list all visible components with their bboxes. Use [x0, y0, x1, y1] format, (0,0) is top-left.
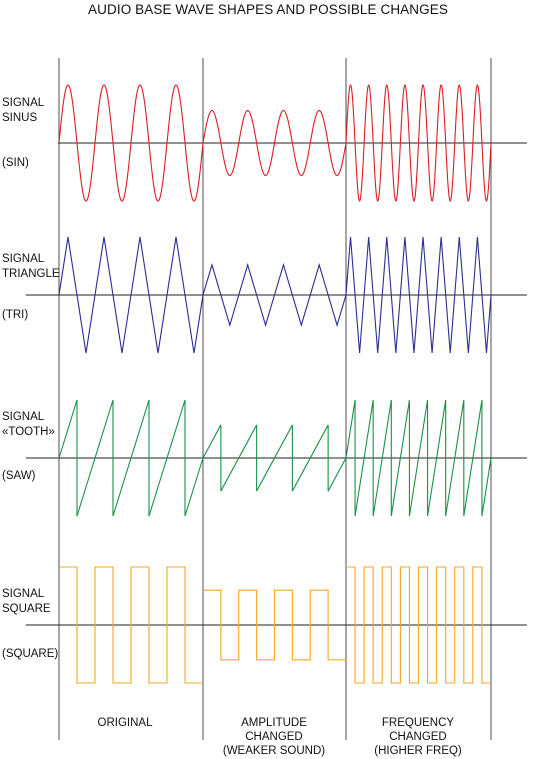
row-code-square: (SQUARE) [2, 648, 59, 660]
square-wave-frequency [346, 566, 491, 684]
tri-wave-frequency [345, 236, 492, 354]
column-label-original: ORIGINAL [50, 716, 200, 730]
column-label-line: CHANGED [389, 731, 447, 743]
row-code-saw: (SAW) [2, 470, 36, 482]
row-label-sin: SIGNAL SINUS [2, 96, 44, 126]
column-label-line: (WEAKER SOUND) [222, 745, 326, 757]
column-label-line: (HIGHER FREQ) [374, 745, 462, 757]
column-label-line: AMPLITUDE [241, 717, 307, 729]
tri-wave-original [58, 236, 204, 354]
row-name-line: SIGNAL [2, 588, 45, 600]
row-name-line: «TOOTH» [2, 426, 55, 438]
column-label-line: CHANGED [245, 731, 303, 743]
row-label-saw: SIGNAL «TOOTH» [2, 410, 55, 440]
diagram-title: AUDIO BASE WAVE SHAPES AND POSSIBLE CHAN… [88, 2, 448, 17]
column-label-line: ORIGINAL [97, 717, 153, 729]
column-label-amplitude: AMPLITUDE CHANGED (WEAKER SOUND) [199, 716, 349, 758]
square-wave-original [59, 566, 203, 684]
row-label-tri: SIGNAL TRIANGLE [2, 252, 60, 282]
row-name-line: SIGNAL [2, 253, 45, 265]
row-name-line: SIGNAL [2, 411, 45, 423]
saw-wave-original [58, 399, 204, 517]
saw-wave-frequency [345, 399, 492, 517]
row-label-square: SIGNAL SQUARE [2, 587, 51, 617]
row-name-line: SQUARE [2, 603, 51, 615]
row-name-line: SINUS [2, 112, 38, 124]
row-code-sin: (SIN) [2, 157, 29, 169]
column-label-line: FREQUENCY [381, 717, 455, 729]
row-name-line: TRIANGLE [2, 268, 60, 280]
sin-wave-original [58, 84, 204, 202]
saw-wave-amplitude [202, 424, 347, 492]
column-label-frequency: FREQUENCY CHANGED (HIGHER FREQ) [343, 716, 493, 758]
row-code-tri: (TRI) [2, 309, 29, 321]
row-name-line: SIGNAL [2, 97, 45, 109]
square-wave-amplitude [203, 589, 346, 661]
tri-wave-amplitude [202, 262, 347, 328]
sin-wave-amplitude [202, 109, 347, 177]
sin-wave-frequency [345, 84, 492, 202]
